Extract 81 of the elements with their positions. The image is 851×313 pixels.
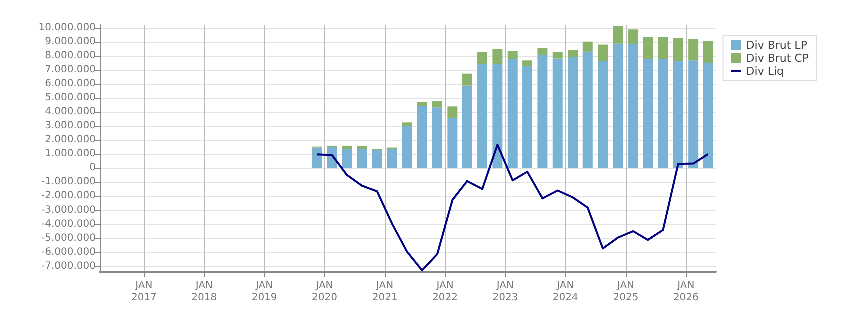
bar xyxy=(673,38,684,62)
y-tick-label: -5.000.000 xyxy=(41,232,96,244)
bar xyxy=(478,52,488,64)
bar xyxy=(522,60,533,66)
x-tick-label: JAN 2021 xyxy=(372,280,398,304)
legend-label: Div Brut CP xyxy=(746,52,810,65)
bar xyxy=(492,64,503,168)
legend-label: Div Brut LP xyxy=(746,39,808,52)
bar xyxy=(643,59,654,168)
x-tick-label: JAN 2024 xyxy=(552,280,578,304)
x-tick-label: JAN 2019 xyxy=(252,280,278,304)
bar xyxy=(492,49,503,64)
legend-label: Div Liq xyxy=(746,65,784,78)
bar xyxy=(448,118,458,168)
bar xyxy=(388,149,398,168)
bar xyxy=(462,86,472,168)
bar xyxy=(613,26,624,44)
x-tick-label: JAN 2026 xyxy=(673,280,699,304)
y-tick-label: 1.000.000 xyxy=(45,148,96,160)
bar xyxy=(552,58,563,168)
bar xyxy=(613,44,624,168)
bar xyxy=(522,66,533,168)
bar xyxy=(342,149,352,168)
bar xyxy=(673,61,684,168)
line-series xyxy=(316,144,710,272)
x-tick-label: JAN 2017 xyxy=(131,280,157,304)
bar xyxy=(478,64,488,168)
bar xyxy=(552,52,563,59)
y-tick-label: 7.000.000 xyxy=(45,64,96,76)
bar xyxy=(568,50,578,58)
bar xyxy=(508,51,518,60)
x-tick-label: JAN 2022 xyxy=(432,280,458,304)
x-tick-label: JAN 2020 xyxy=(312,280,338,304)
bar xyxy=(508,59,518,168)
bar xyxy=(462,74,472,86)
bar xyxy=(703,41,714,64)
bar xyxy=(658,59,668,168)
bar xyxy=(432,101,443,108)
bar xyxy=(417,102,428,106)
y-tick-label: -1.000.000 xyxy=(41,176,96,188)
bar xyxy=(582,52,593,168)
y-tick-label: -7.000.000 xyxy=(41,260,96,272)
bar xyxy=(538,55,548,168)
y-tick-label: -4.000.000 xyxy=(41,218,96,230)
x-tick-label: JAN 2018 xyxy=(192,280,218,304)
bar xyxy=(402,126,412,168)
bar xyxy=(598,61,608,168)
bar xyxy=(643,37,654,60)
bar xyxy=(582,42,593,52)
bar xyxy=(432,108,443,168)
y-tick-label: 8.000.000 xyxy=(45,50,96,62)
bar xyxy=(342,146,352,150)
bar xyxy=(357,149,368,168)
y-tick-label: 2.000.000 xyxy=(45,134,96,146)
bar xyxy=(357,146,368,150)
bar xyxy=(598,44,608,62)
y-tick-label: -3.000.000 xyxy=(41,204,96,216)
y-tick-label: 10.000.000 xyxy=(38,22,96,34)
bar xyxy=(402,122,412,126)
bar xyxy=(312,148,322,168)
y-tick-label: 3.000.000 xyxy=(45,120,96,132)
bar xyxy=(688,39,699,61)
y-tick-label: 6.000.000 xyxy=(45,78,96,90)
bar xyxy=(448,106,458,118)
bar xyxy=(628,30,638,44)
x-tick-label: JAN 2025 xyxy=(613,280,639,304)
bar xyxy=(538,48,548,56)
bar xyxy=(658,37,668,60)
y-tick-label: -6.000.000 xyxy=(41,246,96,258)
bar xyxy=(628,44,638,168)
y-tick-label: 9.000.000 xyxy=(45,36,96,48)
x-tick-label: JAN 2023 xyxy=(492,280,518,304)
bar xyxy=(688,60,699,168)
y-tick-label: 4.000.000 xyxy=(45,106,96,118)
y-tick-label: 0 xyxy=(90,162,96,174)
bar xyxy=(703,63,714,168)
y-tick-label: 5.000.000 xyxy=(45,92,96,104)
bar xyxy=(372,150,382,168)
bar xyxy=(568,58,578,168)
y-tick-label: -2.000.000 xyxy=(41,190,96,202)
bar xyxy=(417,106,428,168)
